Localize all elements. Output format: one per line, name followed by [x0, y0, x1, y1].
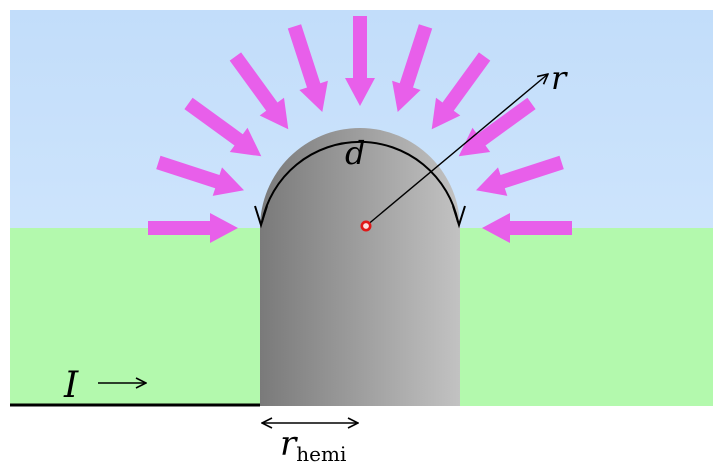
- flux-arrows: [148, 16, 572, 243]
- center-dot: [360, 220, 372, 232]
- flux-arrow: [184, 97, 262, 157]
- flux-arrow: [392, 24, 433, 113]
- flux-arrow: [482, 213, 572, 243]
- flux-arrow: [287, 24, 328, 113]
- label-r: r: [551, 59, 568, 97]
- flux-arrow: [458, 97, 536, 157]
- arc-left-arrowhead: [254, 205, 268, 229]
- hemispherical-electrode: [260, 128, 460, 406]
- label-r-hemi-main: r: [280, 424, 298, 464]
- flux-arrow: [148, 213, 238, 243]
- arc-d: [261, 140, 459, 223]
- flux-arrow: [476, 155, 564, 196]
- label-i: I: [63, 365, 79, 406]
- flux-arrow: [345, 16, 375, 106]
- flux-arrow: [431, 52, 491, 130]
- label-r-hemi-sub: hemi: [296, 442, 346, 466]
- flux-arrow: [156, 155, 244, 196]
- flux-arrow: [229, 52, 289, 130]
- label-d: d: [345, 134, 365, 172]
- label-r-hemi: rhemi: [280, 424, 346, 466]
- radius-arrow: [365, 74, 548, 227]
- arc-right-arrowhead: [452, 205, 466, 229]
